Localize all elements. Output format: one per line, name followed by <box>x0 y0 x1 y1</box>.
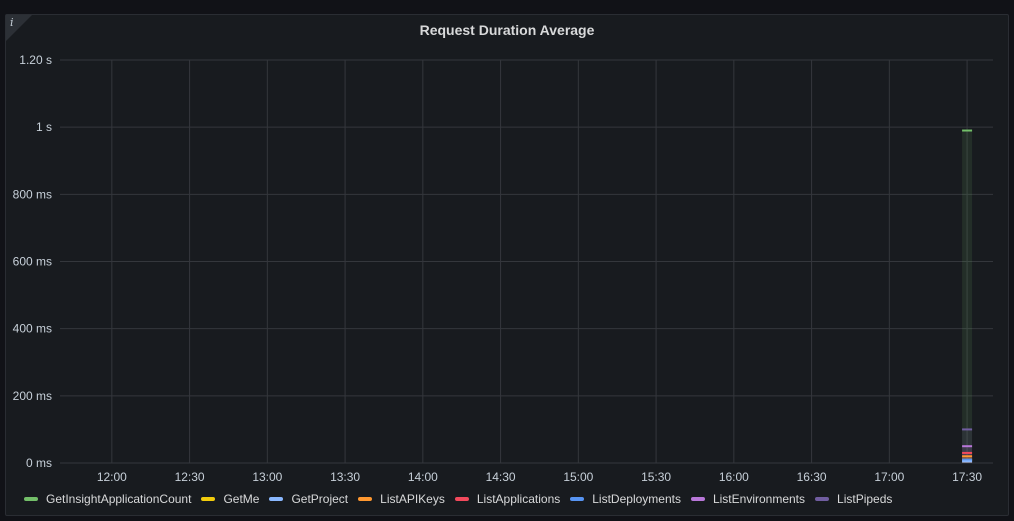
info-corner[interactable] <box>6 15 32 41</box>
legend-label: GetProject <box>291 492 349 506</box>
legend-item[interactable]: ListAPIKeys <box>358 492 445 506</box>
panel-title[interactable]: Request Duration Average <box>419 22 595 38</box>
legend-label: GetMe <box>223 492 260 506</box>
x-tick-label: 13:00 <box>252 470 282 484</box>
y-tick-label: 800 ms <box>13 187 52 201</box>
info-icon[interactable]: i <box>10 16 14 29</box>
y-tick-label: 400 ms <box>13 322 52 336</box>
y-tick-label: 200 ms <box>13 389 52 403</box>
x-tick-label: 14:00 <box>408 470 438 484</box>
y-tick-label: 1 s <box>36 120 52 134</box>
x-tick-label: 12:00 <box>97 470 127 484</box>
legend-label: ListEnvironments <box>712 492 806 506</box>
x-tick-label: 16:00 <box>719 470 749 484</box>
legend-item[interactable]: GetMe <box>201 492 259 506</box>
legend-swatch <box>454 497 469 501</box>
legend-item[interactable]: GetInsightApplicationCount <box>24 492 191 506</box>
legend-item[interactable]: GetProject <box>269 492 348 506</box>
legend-item[interactable]: ListDeployments <box>570 492 681 506</box>
y-tick-label: 0 ms <box>26 456 52 470</box>
legend-label: GetInsightApplicationCount <box>46 492 192 506</box>
chart-legend: GetInsightApplicationCount GetMe GetProjec… <box>24 492 902 506</box>
y-tick-label: 600 ms <box>13 255 52 269</box>
x-tick-label: 16:30 <box>797 470 827 484</box>
legend-swatch <box>570 497 585 501</box>
legend-item[interactable]: ListPipeds <box>815 492 892 506</box>
legend-swatch <box>269 497 284 501</box>
x-tick-label: 12:30 <box>175 470 205 484</box>
legend-label: ListApplications <box>476 492 561 506</box>
legend-swatch <box>358 497 373 501</box>
legend-swatch <box>690 497 705 501</box>
bar-ListEnvironments <box>962 446 973 463</box>
legend-swatch <box>815 497 830 501</box>
x-tick-label: 15:30 <box>641 470 671 484</box>
x-tick-label: 14:30 <box>486 470 516 484</box>
y-tick-label: 1.20 s <box>19 53 52 67</box>
bar-GetInsightApplicationCount <box>962 130 973 463</box>
legend-item[interactable]: ListApplications <box>454 492 561 506</box>
legend-item[interactable]: ListEnvironments <box>690 492 806 506</box>
legend-label: ListDeployments <box>592 492 681 506</box>
x-tick-label: 17:00 <box>874 470 904 484</box>
legend-label: ListPipeds <box>837 492 893 506</box>
x-tick-label: 13:30 <box>330 470 360 484</box>
bar-ListApplications <box>962 452 973 463</box>
x-tick-label: 17:30 <box>952 470 982 484</box>
legend-swatch <box>201 497 216 501</box>
legend-swatch <box>24 497 38 501</box>
x-tick-label: 15:00 <box>563 470 593 484</box>
chart-panel: i Request Duration Average <box>5 14 1009 516</box>
legend-label: ListAPIKeys <box>380 492 445 506</box>
